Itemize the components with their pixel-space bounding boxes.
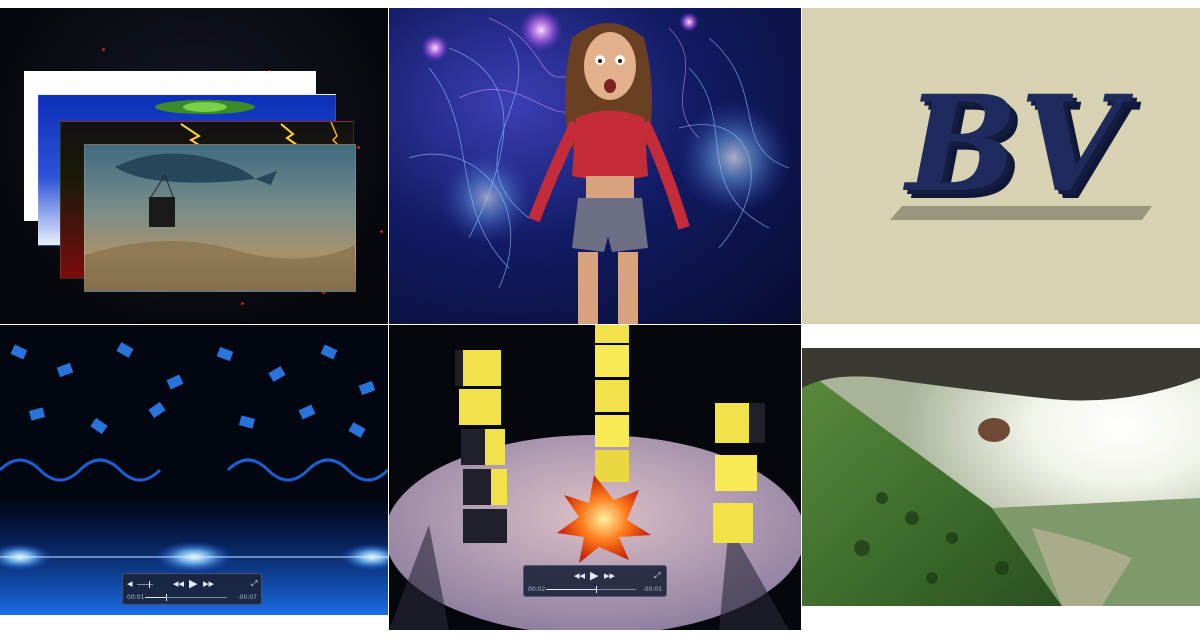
logo-text: BV [906, 67, 1124, 222]
green-emblem-icon [155, 100, 255, 114]
time-remaining: -00:07 [237, 594, 257, 601]
ember-particle [357, 146, 360, 149]
volume-track[interactable] [137, 584, 153, 585]
progress-fill [145, 597, 166, 598]
crate-stack-left [455, 350, 507, 543]
fast-forward-icon[interactable]: ▸▸ [203, 577, 215, 590]
time-current: 00:01 [127, 594, 145, 601]
kaleidoscope-pattern [0, 342, 388, 615]
energy-strands [408, 8, 792, 289]
video-controls: ◂ ◂◂ ▶ ▸▸ ⤢ 00:01 -00:07 [122, 573, 262, 605]
time-remaining: -00:01 [642, 586, 662, 593]
whale-balloon-scene [85, 153, 355, 291]
video-controls: ◂◂ ▶ ▸▸ ⤢ 00:02 -00:01 [523, 565, 667, 597]
progress-fill [546, 589, 596, 590]
whale-icon [115, 153, 255, 183]
thumbnail-wingsuit-valley[interactable] [802, 348, 1200, 606]
crate-stack-center [595, 325, 629, 482]
progress-knob[interactable] [596, 586, 597, 593]
fullscreen-icon[interactable]: ⤢ [251, 579, 258, 588]
volume-icon[interactable]: ◂ [127, 577, 133, 590]
fast-forward-icon[interactable]: ▸▸ [604, 569, 616, 582]
thumbnail-stacked-screens[interactable] [0, 8, 388, 324]
time-current: 00:02 [528, 586, 546, 593]
cartoon-girl-figure [528, 23, 690, 324]
thumbnail-cartoon-girl[interactable] [389, 8, 801, 324]
progress-knob[interactable] [166, 594, 167, 601]
ember-particle [241, 302, 244, 305]
ember-particle [102, 48, 105, 51]
screen-card-whale-balloon [84, 144, 356, 292]
logo-shadow [890, 206, 1152, 220]
thumbnail-crate-towers[interactable]: ◂◂ ▶ ▸▸ ⤢ 00:02 -00:01 [389, 325, 801, 630]
fire-burst-icon [557, 475, 651, 563]
wingsuit-icon [802, 348, 1200, 401]
progress-track[interactable] [546, 589, 636, 590]
crate-stack-right [713, 403, 765, 543]
valley-scene [802, 348, 1200, 606]
volume-knob[interactable] [149, 581, 150, 588]
play-icon[interactable]: ▶ [590, 569, 599, 582]
ember-particle [322, 291, 325, 294]
crate-scene [389, 325, 801, 630]
rewind-icon[interactable]: ◂◂ [173, 577, 185, 590]
balloon-basket-icon [149, 197, 175, 227]
progress-track[interactable] [145, 597, 227, 598]
play-icon[interactable]: ▶ [189, 577, 198, 590]
thumbnail-bv-logo[interactable]: BV [802, 8, 1200, 324]
rewind-icon[interactable]: ◂◂ [574, 569, 586, 582]
ember-particle [380, 230, 383, 233]
fullscreen-icon[interactable]: ⤢ [654, 571, 661, 580]
thumbnail-blue-kaleidoscope[interactable]: ◂ ◂◂ ▶ ▸▸ ⤢ 00:01 -00:07 [0, 325, 388, 615]
